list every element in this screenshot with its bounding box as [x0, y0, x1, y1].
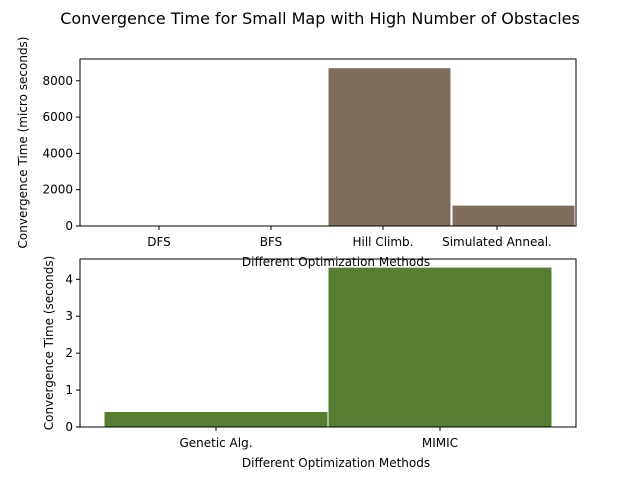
x-tick-label: BFS [260, 235, 283, 249]
bottom-bar-chart: 0 1 2 3 4 Genetic Alg. MIMIC Different Optimiza… [42, 256, 577, 470]
bar-simulated-anneal [451, 204, 576, 227]
y-tick-label: 4000 [42, 146, 73, 160]
top-bar-chart: 0 2000 4000 6000 8000 DFS BFS Hill Climb. Simula… [16, 37, 577, 269]
bar-hill-climb [327, 67, 452, 227]
y-tick-label: 0 [65, 420, 73, 434]
axes-frame [79, 58, 577, 227]
axes-frame [79, 258, 577, 428]
y-tick-label: 6000 [42, 110, 73, 124]
x-tick-label: Genetic Alg. [179, 436, 252, 450]
x-tick-label: MIMIC [422, 436, 458, 450]
bar-mimic [327, 266, 553, 428]
figure-title: Convergence Time for Small Map with High… [60, 9, 580, 28]
y-tick-label: 2 [65, 346, 73, 360]
y-tick-label: 2000 [42, 183, 73, 197]
x-tick-label: Hill Climb. [352, 235, 413, 249]
y-tick-label: 8000 [42, 74, 73, 88]
x-tick-label: DFS [147, 235, 171, 249]
y-tick-label: 1 [65, 383, 73, 397]
y-axis-label: Convergence Time (seconds) [42, 256, 56, 431]
x-tick-label: Simulated Anneal. [442, 235, 552, 249]
y-tick-label: 0 [65, 219, 73, 233]
y-tick-label: 3 [65, 309, 73, 323]
bar-genetic-alg [103, 410, 329, 428]
y-axis-label: Convergence Time (micro seconds) [16, 37, 30, 249]
y-tick-label: 4 [65, 272, 73, 286]
x-axis-label: Different Optimization Methods [242, 456, 430, 470]
